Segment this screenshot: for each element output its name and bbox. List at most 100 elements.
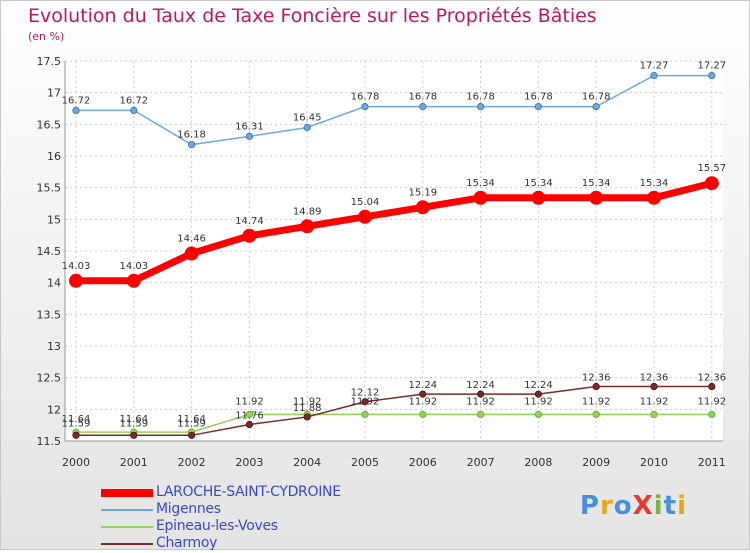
legend-swatch [101,509,153,511]
data-point [419,103,427,111]
data-point [130,106,138,115]
legend-label: Charmoy [156,535,218,551]
data-point [708,71,716,80]
series-line-3 [76,413,712,433]
data-label: 16.78 [351,92,380,103]
data-point [358,209,372,224]
data-point [592,103,600,111]
data-point [419,390,427,398]
data-label: 16.72 [62,95,91,106]
legend-swatch [101,526,153,528]
data-label: 11.92 [466,396,495,407]
data-point [72,431,80,439]
y-tick-label: 17 [47,87,61,100]
data-label: 16.31 [235,121,264,132]
y-tick-label: 16 [47,150,61,163]
data-label: 14.74 [235,216,264,227]
data-point [303,123,311,132]
data-point [473,190,488,205]
data-point [245,410,253,418]
data-label: 11.92 [697,396,726,407]
legend-label: Migennes [156,501,221,517]
data-point [242,228,257,243]
data-label: 11.88 [293,403,322,414]
data-point [531,190,546,205]
data-point [534,410,543,418]
data-point [708,410,716,418]
data-label: 11.64 [62,414,91,425]
data-label: 16.45 [293,113,322,124]
data-point [415,200,430,215]
data-label: 16.78 [524,92,553,103]
data-label: 12.36 [697,373,726,384]
chart-title: Evolution du Taux de Taxe Foncière sur l… [28,5,597,27]
data-label: 11.92 [351,396,380,407]
data-label: 15.34 [524,178,553,189]
data-point [300,219,315,234]
data-point [708,382,716,391]
legend-swatch [101,489,153,497]
y-tick-label: 13.5 [37,308,62,321]
data-label: 14.89 [293,206,322,217]
data-point [184,246,199,261]
data-label: 11.92 [640,396,669,407]
data-label: 12.24 [524,380,553,391]
x-tick-label: 2010 [640,456,668,469]
series-line-1 [76,179,713,285]
data-point [245,420,253,429]
y-tick-label: 15.5 [37,182,62,195]
data-point [245,132,253,140]
y-tick-label: 16.5 [37,118,62,131]
y-tick-label: 17.5 [37,55,62,68]
x-tick-label: 2008 [524,456,552,469]
y-tick-label: 15 [47,213,61,226]
data-point [650,382,658,391]
data-label: 14.03 [119,261,148,272]
data-label: 11.92 [524,396,553,407]
data-label: 11.59 [177,418,206,429]
data-label: 14.03 [62,261,91,272]
data-point [361,410,369,418]
data-point [188,431,196,439]
data-label: 15.04 [351,197,380,208]
data-label: 16.72 [119,95,148,106]
y-tick-label: 14 [47,277,61,290]
y-tick-label: 14.5 [37,245,62,258]
data-point [589,190,604,205]
data-point [126,273,141,288]
data-label: 12.24 [466,380,495,391]
data-label: 16.78 [408,92,437,103]
data-label: 17.27 [640,61,669,72]
data-label: 14.46 [177,234,206,245]
data-label: 15.19 [408,187,437,198]
data-point [72,106,80,115]
data-label: 16.78 [582,92,611,103]
data-label: 12.36 [640,373,669,384]
data-label: 11.92 [408,396,437,407]
data-point [130,431,138,439]
data-label: 15.34 [640,178,669,189]
plot-area [65,61,723,441]
proxiti-logo: ProXiti [579,491,687,521]
data-label: 11.64 [177,414,206,425]
data-point [476,410,485,418]
data-point [303,413,311,421]
data-point [361,398,369,406]
data-point [534,390,543,398]
data-point [592,382,600,391]
unit-label: (en %) [28,30,65,43]
x-tick-label: 2003 [235,456,263,469]
data-label: 11.59 [119,418,148,429]
series-line-2 [76,74,712,146]
y-tick-label: 12 [47,403,61,416]
data-label: 12.36 [582,373,611,384]
data-label: 11.92 [235,396,264,407]
data-point [419,410,427,418]
data-point [534,103,543,111]
data-label: 11.92 [293,396,322,407]
data-point [650,71,658,80]
data-label: 15.57 [697,163,726,174]
data-label: 12.24 [408,380,437,391]
